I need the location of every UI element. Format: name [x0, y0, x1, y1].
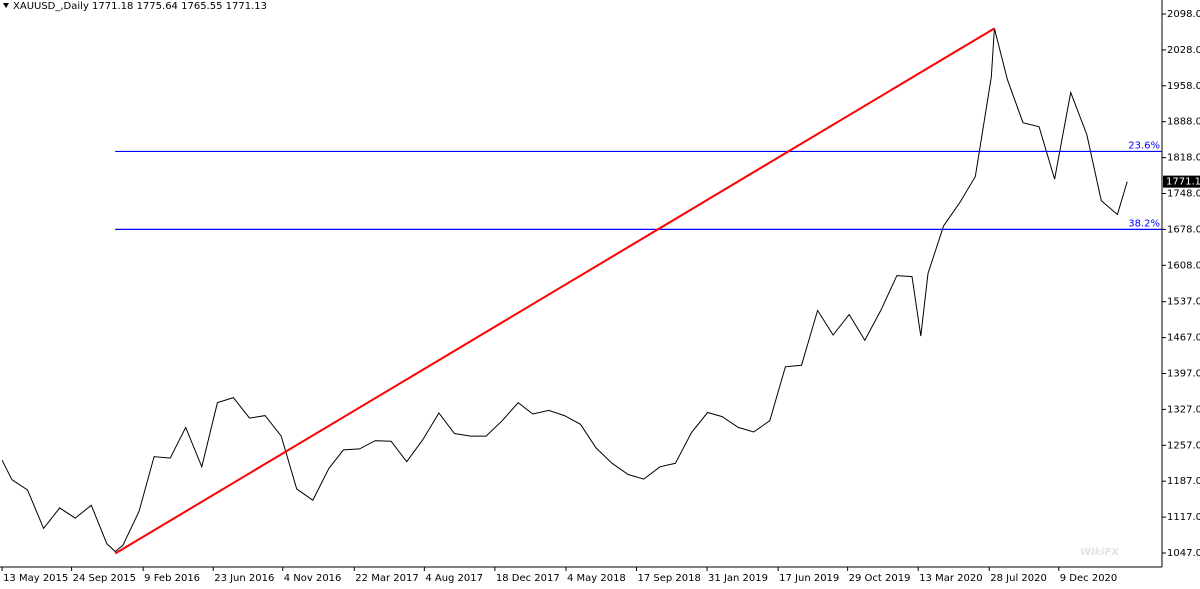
last-price-box [1163, 175, 1200, 188]
x-tick-label: 28 Jul 2020 [990, 573, 1047, 584]
last-price-label: 1771.13 [1166, 177, 1200, 188]
y-tick-label: 1117.00 [1167, 512, 1200, 523]
y-tick-label: 1467.00 [1167, 333, 1200, 344]
y-tick-label: 1678.00 [1167, 224, 1200, 235]
x-tick-label: 29 Oct 2019 [849, 573, 911, 584]
price-line [1, 28, 1128, 553]
x-tick-label: 9 Dec 2020 [1060, 573, 1118, 584]
y-tick-label: 1047.00 [1167, 548, 1200, 559]
x-tick-label: 17 Sep 2018 [638, 573, 701, 584]
x-tick-label: 4 May 2018 [567, 573, 626, 584]
x-tick-label: 31 Jan 2019 [708, 573, 768, 584]
y-tick-label: 1537.00 [1167, 297, 1200, 308]
y-tick-label: 1397.00 [1167, 369, 1200, 380]
x-tick-label: 17 Jun 2019 [779, 573, 839, 584]
x-tick-label: 13 May 2015 [3, 573, 68, 584]
y-tick-label: 2098.00 [1167, 9, 1200, 20]
x-tick-label: 13 Mar 2020 [919, 573, 982, 584]
fib-label: 23.6% [1128, 140, 1160, 151]
y-tick-label: 1608.00 [1167, 260, 1200, 271]
fib-label: 38.2% [1128, 218, 1160, 229]
x-tick-label: 4 Nov 2016 [284, 573, 342, 584]
x-tick-label: 4 Aug 2017 [425, 573, 483, 584]
y-tick-label: 1818.00 [1167, 153, 1200, 164]
x-tick-label: 18 Dec 2017 [496, 573, 560, 584]
y-tick-label: 1257.00 [1167, 440, 1200, 451]
x-tick-label: 24 Sep 2015 [73, 573, 136, 584]
x-tick-label: 22 Mar 2017 [355, 573, 418, 584]
y-tick-label: 1888.00 [1167, 117, 1200, 128]
y-tick-label: 2028.00 [1167, 45, 1200, 56]
y-tick-label: 1327.00 [1167, 404, 1200, 415]
chart-title: XAUUSD_,Daily 1771.18 1775.64 1765.55 17… [13, 1, 267, 12]
watermark: WikiFX [1080, 547, 1120, 558]
y-tick-label: 1187.00 [1167, 476, 1200, 487]
y-tick-label: 1748.00 [1167, 188, 1200, 199]
collapse-icon [3, 3, 9, 8]
x-tick-label: 23 Jun 2016 [214, 573, 274, 584]
y-tick-label: 1958.00 [1167, 81, 1200, 92]
x-tick-label: 9 Feb 2016 [144, 573, 200, 584]
trend-line [114, 27, 995, 555]
